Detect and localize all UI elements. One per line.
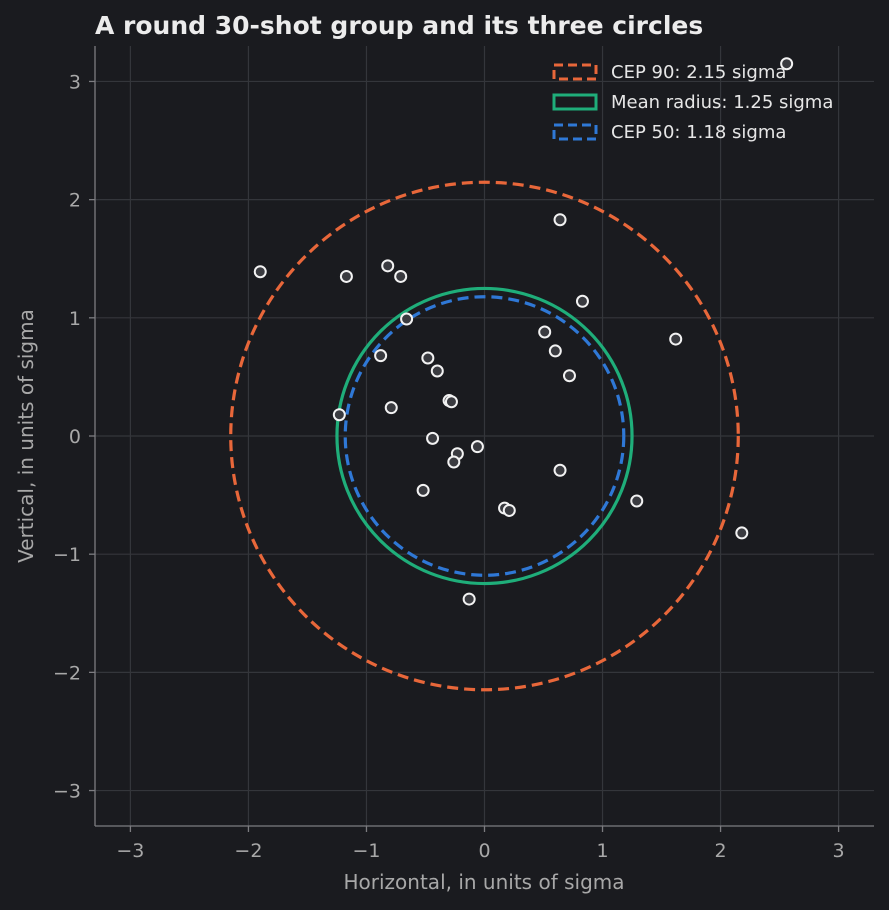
shot-point [447,455,461,469]
shot-point [416,483,430,497]
y-axis-ticks: −3 −2 −1 0 1 2 3 [53,71,95,803]
shot-points [253,57,794,606]
y-tick-label: −1 [53,544,81,566]
shot-point [400,312,414,326]
shot-point [470,440,484,454]
x-tick-label: 3 [833,840,845,862]
shot-point [339,269,353,283]
shot-point [444,395,458,409]
cep50-circle [343,295,626,577]
x-axis-label: Horizontal, in units of sigma [344,870,625,894]
shot-point [421,351,435,365]
x-tick-label: −3 [116,840,144,862]
shot-point [394,269,408,283]
circles [229,180,740,692]
shot-point [780,57,794,71]
shot-point [562,369,576,383]
shot-point [735,526,749,540]
shot-point [553,463,567,477]
mean-radius-circle [335,286,634,586]
y-tick-label: 3 [69,71,81,93]
x-tick-label: −2 [234,840,262,862]
x-tick-label: 2 [715,840,727,862]
shot-point [502,503,516,517]
shot-point [253,265,267,279]
shot-point [426,431,440,445]
y-tick-label: 2 [69,190,81,212]
legend-swatch [552,63,598,81]
y-tick-label: −2 [53,662,81,684]
grid [95,46,874,826]
legend-swatch [552,93,598,111]
y-tick-label: 0 [69,426,81,448]
x-tick-label: 0 [478,840,490,862]
shot-point [374,349,388,363]
y-tick-label: −3 [53,781,81,803]
x-axis-ticks: −3 −2 −1 0 1 2 3 [116,826,845,862]
shot-point [630,494,644,508]
shot-point [538,325,552,339]
legend: CEP 90: 2.15 sigma Mean radius: 1.25 sigm… [552,62,833,143]
legend-swatch [552,123,598,141]
shot-point [575,294,589,308]
shot-point [332,408,346,422]
shot-point [384,401,398,415]
legend-label: CEP 50: 1.18 sigma [611,122,786,143]
chart-title: A round 30-shot group and its three circ… [95,11,703,40]
x-tick-label: −1 [352,840,380,862]
legend-label: Mean radius: 1.25 sigma [611,92,833,113]
shot-point [381,259,395,273]
legend-label: CEP 90: 2.15 sigma [611,62,786,83]
x-tick-label: 1 [596,840,608,862]
cep90-circle [229,180,740,692]
shot-point [548,344,562,358]
shot-point [462,592,476,606]
shot-point [430,364,444,378]
shot-point [669,332,683,346]
shot-point [553,213,567,227]
y-tick-label: 1 [69,308,81,330]
y-axis-label: Vertical, in units of sigma [14,309,38,563]
